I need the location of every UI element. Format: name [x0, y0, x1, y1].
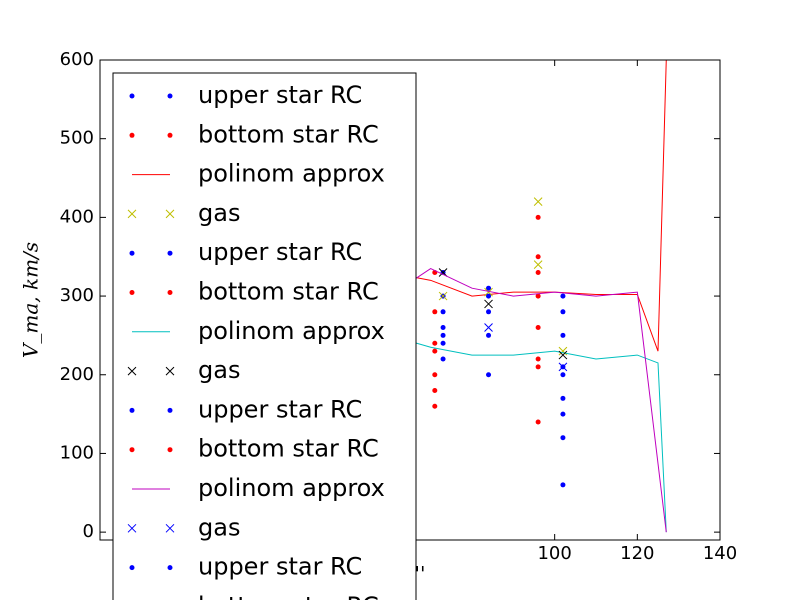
data-point	[484, 323, 493, 332]
legend-handle	[167, 250, 173, 256]
data-point	[535, 419, 541, 425]
legend-label: polinom approx	[198, 474, 385, 502]
data-point	[558, 346, 568, 356]
data-point	[533, 260, 543, 269]
legend-handle	[167, 565, 173, 571]
legend-handle	[167, 447, 173, 453]
legend-label: gas	[198, 199, 240, 227]
data-point	[558, 362, 568, 372]
data-point	[432, 340, 438, 346]
legend-handle	[127, 366, 137, 376]
legend-label: upper star RC	[198, 238, 362, 266]
legend-label: polinom approx	[198, 160, 385, 188]
data-point	[560, 435, 566, 441]
legend-label: bottom star RC	[198, 278, 379, 306]
legend-handle	[167, 290, 173, 295]
legend-label: upper star RC	[198, 81, 362, 109]
data-point	[560, 332, 566, 338]
legend-handle	[127, 523, 137, 533]
data-point	[560, 372, 566, 378]
data-point	[432, 387, 438, 393]
legend-label: bottom star RC	[198, 120, 379, 148]
y-tick-label: 500	[60, 128, 94, 149]
data-point	[560, 395, 566, 401]
data-point	[432, 403, 438, 409]
legend-handle	[165, 209, 175, 219]
legend-handle	[129, 290, 135, 295]
data-point	[535, 254, 541, 260]
y-tick-label: 600	[60, 49, 94, 70]
legend-handle	[129, 132, 135, 138]
data-point	[484, 287, 493, 297]
legend-handle	[127, 209, 137, 219]
data-point	[560, 411, 566, 417]
data-point	[440, 332, 446, 338]
legend-label: bottom star RC	[198, 435, 379, 463]
data-point	[535, 325, 541, 331]
legend: upper star RC bottom star RC polinom appro…	[112, 72, 417, 600]
y-axis-label: V_ma, km/s	[19, 242, 43, 358]
legend-label: polinom approx	[198, 317, 385, 345]
legend-label: gas	[198, 356, 240, 384]
axis-layer: 0 100 200 300 400 500 600 100 120 140	[60, 49, 738, 564]
data-point	[484, 299, 493, 309]
data-point	[535, 293, 541, 299]
x-tick-label: 100	[537, 543, 571, 564]
data-line	[389, 267, 667, 533]
data-point	[560, 293, 566, 299]
legend-handle	[167, 132, 173, 138]
legend-handle	[129, 565, 135, 571]
legend-handle	[129, 250, 135, 256]
data-point	[432, 309, 438, 315]
data-point	[560, 309, 566, 315]
data-point	[486, 293, 492, 299]
data-point	[438, 268, 448, 277]
legend-handle	[167, 407, 173, 413]
data-point	[440, 340, 446, 346]
legend-handle	[165, 366, 175, 376]
legend-label: bottom star RC	[198, 592, 379, 600]
y-tick-label: 0	[83, 521, 94, 542]
y-tick-label: 100	[60, 442, 94, 463]
data-point	[440, 356, 446, 362]
legend-handle	[129, 447, 135, 453]
data-point	[560, 482, 566, 488]
legend-handle	[129, 407, 135, 413]
legend-label: upper star RC	[198, 553, 362, 581]
legend-label: upper star RC	[198, 395, 362, 423]
data-point	[438, 291, 448, 301]
data-point	[432, 348, 438, 354]
data-point	[486, 309, 492, 315]
data-point	[486, 285, 492, 291]
data-point	[440, 309, 446, 315]
data-point	[535, 364, 541, 370]
data-point	[535, 214, 541, 220]
data-point	[432, 372, 438, 378]
data-point	[486, 372, 492, 378]
data-point	[558, 350, 568, 360]
y-tick-label: 200	[60, 364, 94, 385]
data-line	[389, 334, 667, 533]
data-point	[535, 356, 541, 362]
x-tick-label: 140	[703, 543, 737, 564]
y-tick-label: 400	[60, 206, 94, 227]
data-point	[535, 269, 541, 275]
y-tick-label: 300	[60, 285, 94, 306]
legend-handle	[167, 93, 173, 99]
legend-label: gas	[198, 513, 240, 541]
legend-box	[112, 72, 417, 600]
data-point	[440, 325, 446, 331]
legend-handle	[165, 523, 175, 533]
data-layer	[389, 60, 667, 533]
data-point	[486, 332, 492, 338]
x-tick-label: 120	[620, 543, 654, 564]
data-point	[533, 197, 543, 206]
legend-handle	[129, 93, 135, 99]
